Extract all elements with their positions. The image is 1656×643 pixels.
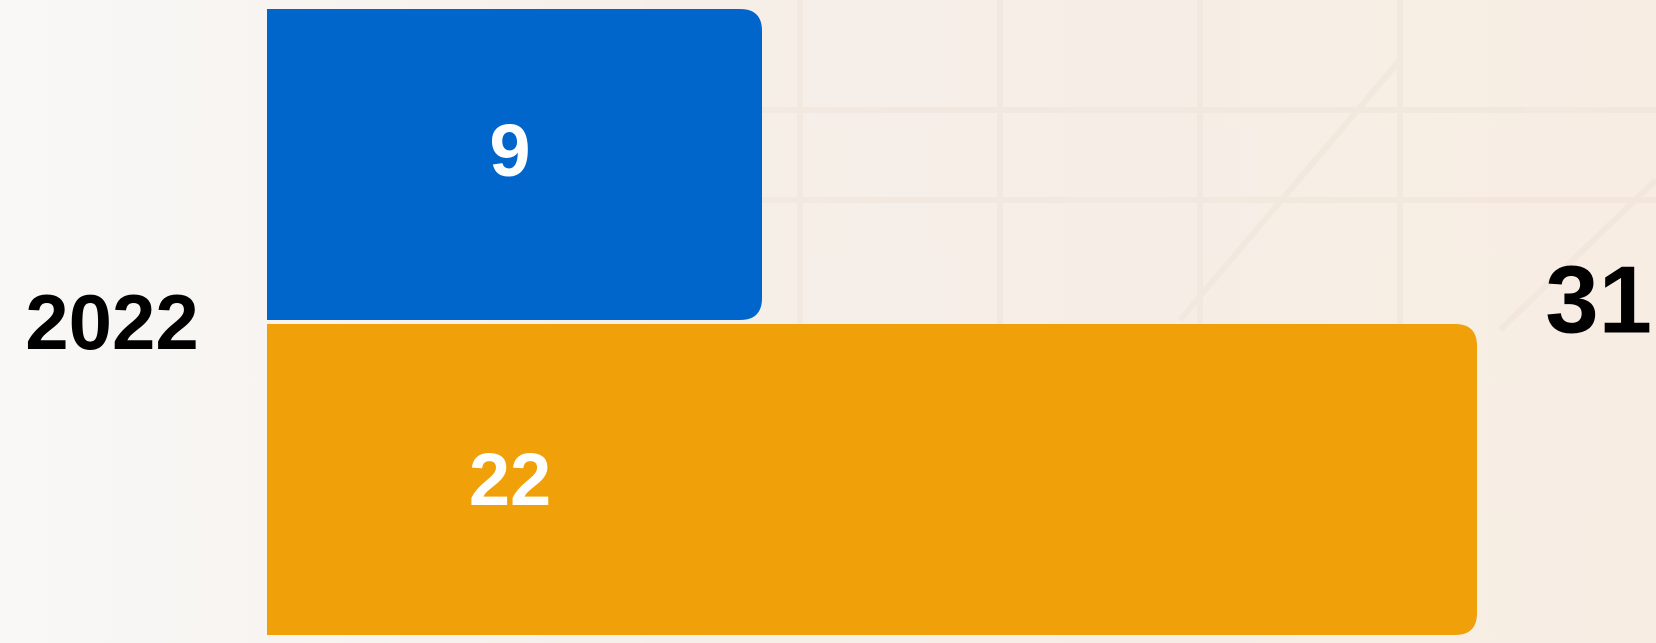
total-label: 31	[1545, 247, 1652, 354]
bar-value-label: 9	[489, 109, 530, 192]
bar	[267, 9, 762, 320]
category-label: 2022	[25, 278, 199, 366]
bar-value-label: 22	[469, 438, 551, 521]
background-pattern	[760, 0, 1656, 333]
bar	[267, 324, 1477, 635]
